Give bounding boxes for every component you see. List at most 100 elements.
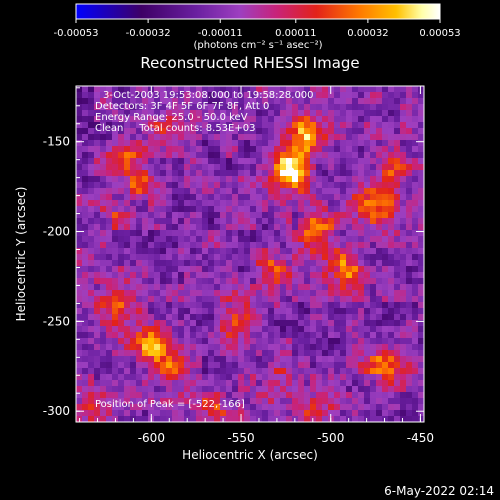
heatmap-cell [346, 116, 353, 123]
heatmap-cell [400, 356, 407, 363]
heatmap-cell [172, 332, 179, 339]
heatmap-cell [310, 236, 317, 243]
heatmap-cell [160, 122, 167, 129]
heatmap-cell [274, 98, 281, 105]
heatmap-cell [406, 338, 413, 345]
heatmap-cell [214, 392, 221, 399]
heatmap-cell [328, 260, 335, 267]
heatmap-cell [394, 242, 401, 249]
heatmap-cell [280, 128, 287, 135]
heatmap-cell [232, 404, 239, 411]
heatmap-cell [334, 320, 341, 327]
heatmap-cell [112, 212, 119, 219]
heatmap-cell [136, 272, 143, 279]
heatmap-cell [154, 338, 161, 345]
heatmap-cell [160, 158, 167, 165]
heatmap-cell [106, 272, 113, 279]
heatmap-cell [376, 344, 383, 351]
heatmap-cell [334, 368, 341, 375]
heatmap-cell [190, 230, 197, 237]
heatmap-cell [106, 230, 113, 237]
heatmap-cell [382, 224, 389, 231]
heatmap-cell [208, 362, 215, 369]
heatmap-cell [94, 278, 101, 285]
heatmap-cell [274, 380, 281, 387]
heatmap-cell [244, 308, 251, 315]
heatmap-cell [388, 368, 395, 375]
heatmap-cell [250, 290, 257, 297]
heatmap-cell [226, 338, 233, 345]
heatmap-cell [106, 344, 113, 351]
heatmap-cell [94, 248, 101, 255]
heatmap-cell [178, 134, 185, 141]
heatmap-cell [382, 350, 389, 357]
heatmap-cell [208, 110, 215, 117]
heatmap-cell [328, 122, 335, 129]
heatmap-cell [370, 410, 377, 417]
heatmap-cell [94, 272, 101, 279]
heatmap-cell [112, 98, 119, 105]
heatmap-cell [202, 350, 209, 357]
heatmap-cell [382, 308, 389, 315]
heatmap-cell [376, 284, 383, 291]
heatmap-cell [142, 158, 149, 165]
heatmap-cell [136, 320, 143, 327]
heatmap-cell [358, 134, 365, 141]
heatmap-cell [112, 170, 119, 177]
heatmap-cell [352, 350, 359, 357]
heatmap-cell [118, 110, 125, 117]
heatmap-cell [142, 404, 149, 411]
heatmap-cell [154, 230, 161, 237]
heatmap-cell [112, 218, 119, 225]
heatmap-cell [160, 308, 167, 315]
heatmap-cell [400, 176, 407, 183]
x-tick-label: -450 [407, 431, 434, 445]
heatmap-cell [196, 194, 203, 201]
heatmap-cell [394, 188, 401, 195]
heatmap-cell [394, 92, 401, 99]
heatmap-cell [160, 386, 167, 393]
heatmap-cell [124, 404, 131, 411]
heatmap-cell [406, 260, 413, 267]
heatmap-cell [328, 254, 335, 261]
heatmap-cell [400, 284, 407, 291]
heatmap-cell [418, 404, 424, 411]
heatmap-cell [328, 296, 335, 303]
heatmap-cell [106, 266, 113, 273]
heatmap-cell [196, 332, 203, 339]
heatmap-cell [400, 362, 407, 369]
heatmap-cell [136, 110, 143, 117]
heatmap-cell [304, 176, 311, 183]
heatmap-cell [400, 380, 407, 387]
heatmap-cell [226, 146, 233, 153]
heatmap-cell [388, 182, 395, 189]
heatmap-cell [352, 338, 359, 345]
heatmap-cell [418, 194, 424, 201]
heatmap-cell [232, 302, 239, 309]
heatmap-cell [232, 374, 239, 381]
heatmap-cell [112, 368, 119, 375]
heatmap-cell [388, 320, 395, 327]
heatmap-cell [154, 146, 161, 153]
heatmap-cell [166, 404, 173, 411]
heatmap-cell [100, 146, 107, 153]
heatmap-cell [250, 284, 257, 291]
heatmap-cell [292, 170, 299, 177]
heatmap-cell [322, 158, 329, 165]
heatmap-cell [142, 374, 149, 381]
heatmap-cell [124, 158, 131, 165]
heatmap-cell [220, 272, 227, 279]
heatmap-cell [208, 308, 215, 315]
heatmap-cell [238, 206, 245, 213]
heatmap-cell [94, 218, 101, 225]
heatmap-cell [178, 260, 185, 267]
heatmap-cell [298, 254, 305, 261]
heatmap-cell [412, 92, 419, 99]
heatmap-cell [88, 86, 95, 93]
heatmap-cell [334, 374, 341, 381]
heatmap-cell [346, 320, 353, 327]
heatmap-cell [352, 110, 359, 117]
heatmap-cell [376, 206, 383, 213]
heatmap-cell [226, 416, 233, 422]
heatmap-cell [340, 176, 347, 183]
